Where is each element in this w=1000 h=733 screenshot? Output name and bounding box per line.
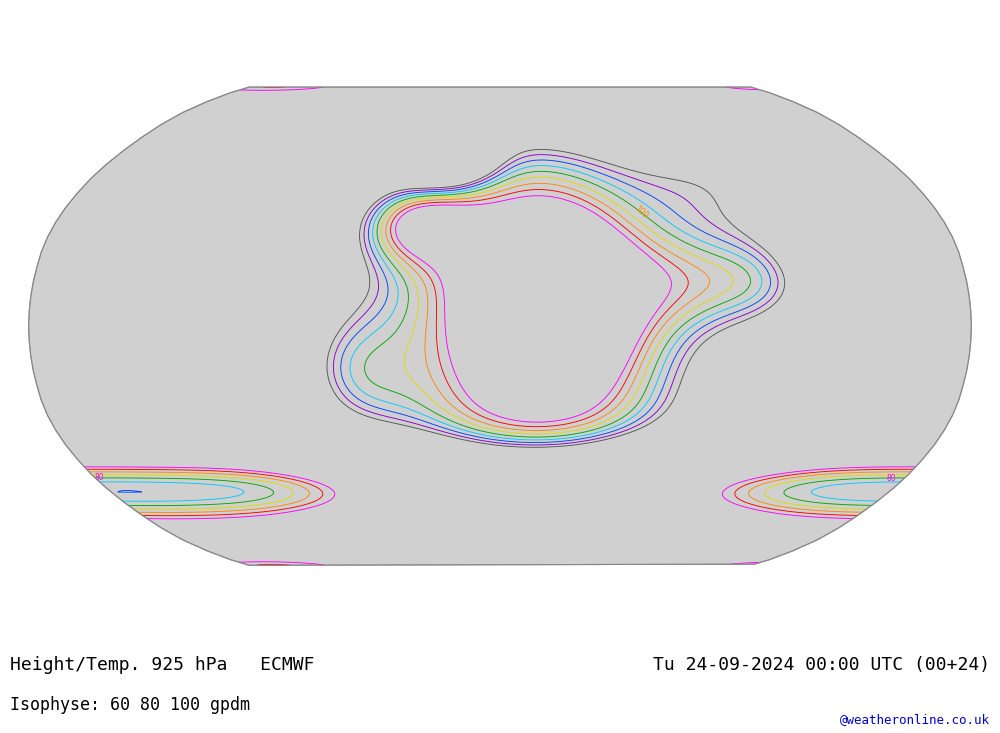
Text: Height/Temp. 925 hPa   ECMWF: Height/Temp. 925 hPa ECMWF [10, 656, 314, 674]
Point [492, 320, 508, 332]
Point [492, 320, 508, 332]
Point [492, 320, 508, 332]
Point [492, 320, 508, 332]
Point [492, 320, 508, 332]
Point [492, 320, 508, 332]
Point [492, 320, 508, 332]
Point [492, 320, 508, 332]
Point [492, 320, 508, 332]
Point [492, 320, 508, 332]
Text: 80: 80 [886, 474, 896, 482]
Point [492, 320, 508, 332]
Point [492, 320, 508, 332]
Point [492, 320, 508, 332]
Text: Tu 24-09-2024 00:00 UTC (00+24): Tu 24-09-2024 00:00 UTC (00+24) [653, 656, 990, 674]
Point [492, 320, 508, 332]
Point [492, 320, 508, 332]
Point [492, 320, 508, 332]
Text: 80: 80 [95, 474, 105, 482]
Point [492, 320, 508, 332]
Point [492, 320, 508, 332]
Text: 100: 100 [633, 205, 649, 221]
Point [492, 320, 508, 332]
Point [492, 320, 508, 332]
Point [492, 320, 508, 332]
Text: Isophyse: 60 80 100 gpdm: Isophyse: 60 80 100 gpdm [10, 696, 250, 715]
PathPatch shape [29, 87, 971, 565]
Point [492, 320, 508, 332]
Point [492, 320, 508, 332]
Point [492, 320, 508, 332]
Point [492, 320, 508, 332]
Point [492, 320, 508, 332]
Point [492, 320, 508, 332]
Text: @weatheronline.co.uk: @weatheronline.co.uk [840, 712, 990, 726]
